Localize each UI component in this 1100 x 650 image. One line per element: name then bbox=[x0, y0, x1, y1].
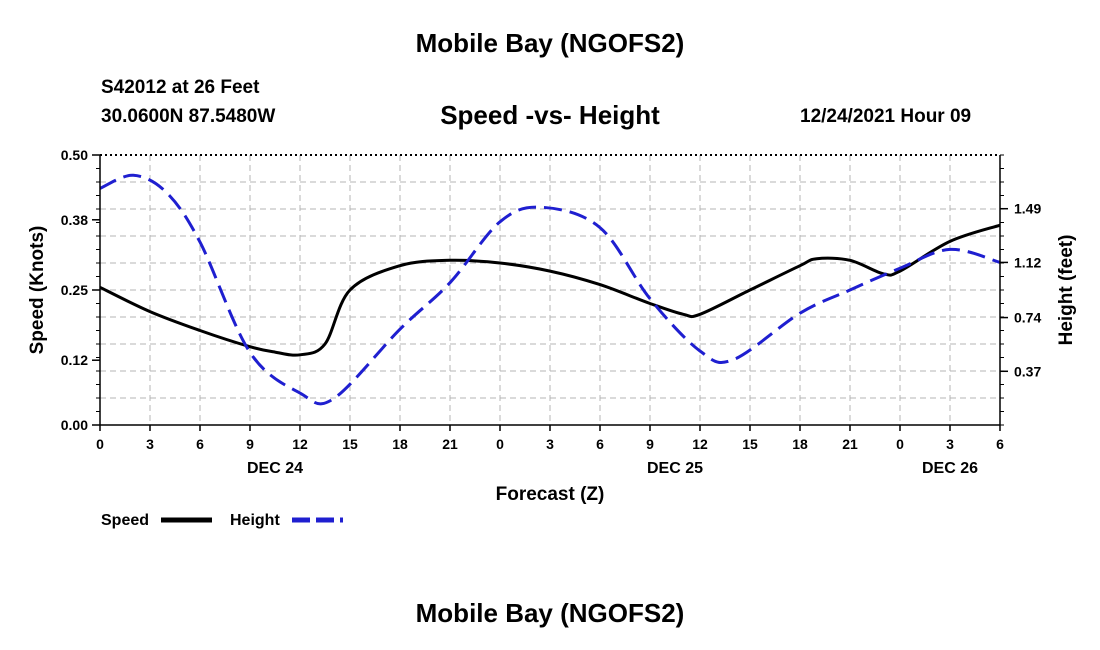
x-tick-label: 21 bbox=[842, 436, 858, 452]
x-tick-label: 6 bbox=[596, 436, 604, 452]
x-tick-label: 15 bbox=[742, 436, 758, 452]
y-tick-label: 0.38 bbox=[61, 212, 88, 228]
y2-tick-label: 1.49 bbox=[1014, 201, 1041, 217]
x-tick-label: 12 bbox=[692, 436, 708, 452]
series-line-height bbox=[99, 173, 1001, 406]
forecast-datetime: 12/24/2021 Hour 09 bbox=[800, 106, 972, 127]
main-title: Mobile Bay (NGOFS2) bbox=[415, 28, 685, 58]
y-axis-title: Speed (Knots) bbox=[27, 226, 48, 355]
x-tick-label: 0 bbox=[496, 436, 504, 452]
y-tick-label: 0.25 bbox=[61, 282, 88, 298]
y2-axis-title: Height (feet) bbox=[1056, 235, 1077, 346]
plot-frame bbox=[92, 154, 1008, 431]
speed-height-chart: 0.00 0.12 0.25 0.38 0.50 0.37 0.74 1.12 1.49 0 3 6 9… bbox=[27, 147, 1077, 529]
x-tick-label: 6 bbox=[996, 436, 1004, 452]
legend: Speed Height bbox=[101, 512, 343, 529]
x-tick-label: 18 bbox=[392, 436, 408, 452]
x-tick-label: 9 bbox=[646, 436, 654, 452]
x-tick-label: 0 bbox=[896, 436, 904, 452]
x-tick-label: 6 bbox=[196, 436, 204, 452]
y-tick-label: 0.00 bbox=[61, 417, 88, 433]
station-label: S42012 at 26 Feet bbox=[101, 77, 260, 98]
chart-subtitle: Speed -vs- Height bbox=[440, 100, 660, 130]
x-axis-title: Forecast (Z) bbox=[496, 484, 605, 505]
x-tick-label: 3 bbox=[546, 436, 554, 452]
x-tick-label: 15 bbox=[342, 436, 358, 452]
x-tick-label: 3 bbox=[146, 436, 154, 452]
grid bbox=[100, 155, 1000, 425]
y2-tick-label: 0.74 bbox=[1014, 310, 1041, 326]
axis-titles: Forecast (Z) Speed (Knots) Height (feet) bbox=[27, 226, 1077, 505]
tick-labels: 0.00 0.12 0.25 0.38 0.50 0.37 0.74 1.12 1.49 0 3 6 9… bbox=[61, 147, 1042, 477]
legend-speed-label: Speed bbox=[101, 512, 149, 529]
bottom-title: Mobile Bay (NGOFS2) bbox=[415, 598, 685, 628]
x-tick-label: 12 bbox=[292, 436, 308, 452]
y-tick-label: 0.50 bbox=[61, 147, 88, 163]
y2-tick-label: 0.37 bbox=[1014, 363, 1041, 379]
x-date-label: DEC 24 bbox=[247, 460, 303, 477]
y-tick-label: 0.12 bbox=[61, 352, 88, 368]
x-tick-label: 21 bbox=[442, 436, 458, 452]
series-group bbox=[99, 173, 1001, 406]
legend-height-label: Height bbox=[230, 512, 280, 529]
series-line-speed bbox=[99, 223, 1001, 357]
coordinates-label: 30.0600N 87.5480W bbox=[101, 106, 276, 127]
x-tick-label: 3 bbox=[946, 436, 954, 452]
x-tick-label: 18 bbox=[792, 436, 808, 452]
y2-tick-label: 1.12 bbox=[1014, 254, 1041, 270]
x-date-label: DEC 26 bbox=[922, 460, 978, 477]
x-tick-label: 9 bbox=[246, 436, 254, 452]
x-date-label: DEC 25 bbox=[647, 460, 703, 477]
x-tick-label: 0 bbox=[96, 436, 104, 452]
